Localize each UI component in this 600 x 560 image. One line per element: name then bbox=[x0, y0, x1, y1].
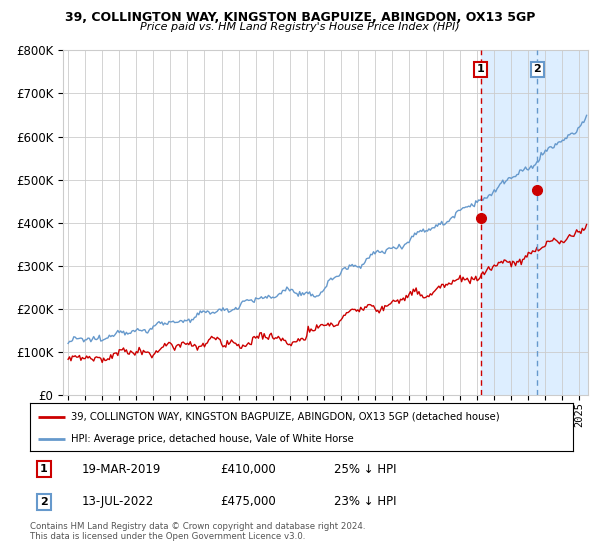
Text: 1: 1 bbox=[477, 64, 485, 74]
Text: 1: 1 bbox=[40, 464, 47, 474]
Text: 23% ↓ HPI: 23% ↓ HPI bbox=[334, 495, 397, 508]
Text: 2: 2 bbox=[533, 64, 541, 74]
Text: 39, COLLINGTON WAY, KINGSTON BAGPUIZE, ABINGDON, OX13 5GP: 39, COLLINGTON WAY, KINGSTON BAGPUIZE, A… bbox=[65, 11, 535, 24]
Text: 39, COLLINGTON WAY, KINGSTON BAGPUIZE, ABINGDON, OX13 5GP (detached house): 39, COLLINGTON WAY, KINGSTON BAGPUIZE, A… bbox=[71, 412, 499, 422]
Text: 2: 2 bbox=[40, 497, 47, 507]
Text: 13-JUL-2022: 13-JUL-2022 bbox=[82, 495, 154, 508]
Text: 19-MAR-2019: 19-MAR-2019 bbox=[82, 463, 161, 475]
Text: 25% ↓ HPI: 25% ↓ HPI bbox=[334, 463, 397, 475]
Text: Price paid vs. HM Land Registry's House Price Index (HPI): Price paid vs. HM Land Registry's House … bbox=[140, 22, 460, 32]
Bar bbox=[481, 50, 600, 395]
Text: £475,000: £475,000 bbox=[220, 495, 276, 508]
Text: HPI: Average price, detached house, Vale of White Horse: HPI: Average price, detached house, Vale… bbox=[71, 434, 353, 444]
Text: Contains HM Land Registry data © Crown copyright and database right 2024.
This d: Contains HM Land Registry data © Crown c… bbox=[30, 522, 365, 542]
Text: £410,000: £410,000 bbox=[220, 463, 276, 475]
